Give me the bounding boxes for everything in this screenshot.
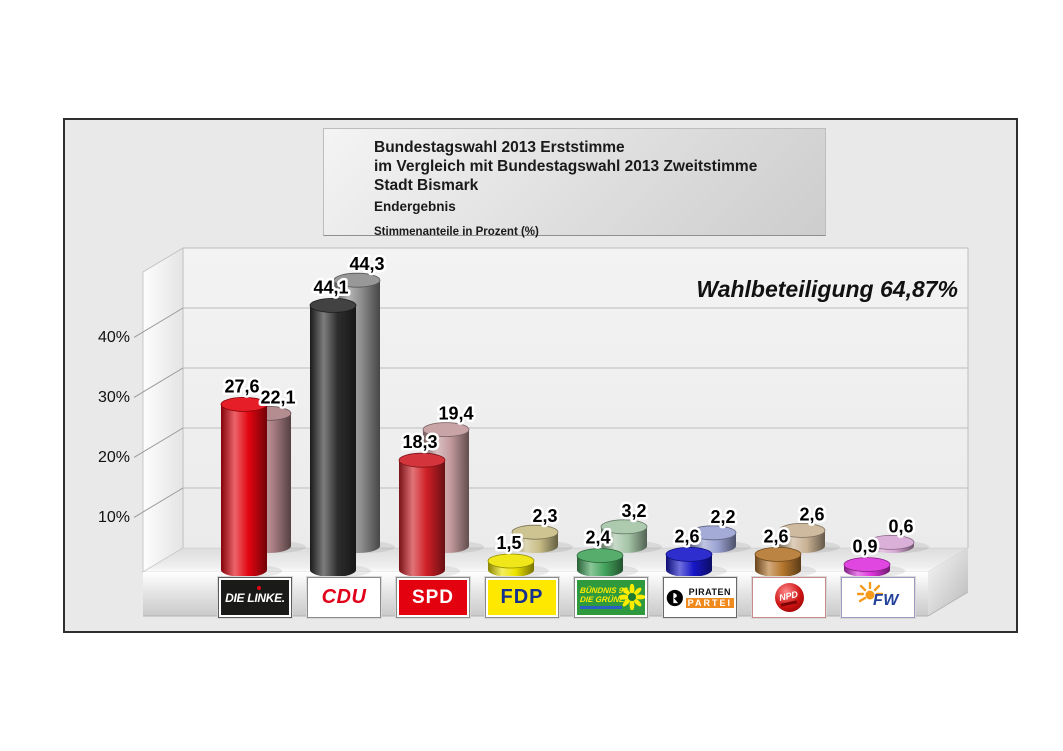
bar-value-label: 3,2: [621, 501, 646, 521]
piraten-logo-face: PIRATEN PARTEI: [666, 580, 734, 615]
bar-erststimme-npd: [754, 547, 816, 577]
bar-erststimme-fw: [843, 557, 905, 577]
die-linke-red-dot-icon: [257, 586, 261, 590]
bar-zweitstimme-piratenpartei: [689, 525, 751, 553]
plinth-right-face: [928, 548, 968, 616]
bar-value-label: 2,4: [585, 528, 610, 548]
die-linke-wordmark: DIE LINKE.: [225, 590, 285, 605]
bar-value-label: 1,5: [496, 533, 521, 553]
bars: [220, 272, 929, 577]
bar-value-label: 19,4: [438, 404, 473, 424]
party-logo-fdp: FDP: [485, 577, 559, 618]
bar-value-label: 2,6: [763, 526, 788, 546]
party-logo-spd: SPD: [396, 577, 470, 618]
bar-erststimme-cdu: [309, 297, 371, 577]
bar-erststimme-piratenpartei: [665, 547, 727, 577]
bar-value-label: 2,6: [674, 526, 699, 546]
title-line-3: Stadt Bismark: [374, 177, 479, 194]
bar-erststimme-die-linke: [220, 396, 282, 577]
piraten-wordmark-line2: PARTEI: [685, 598, 734, 608]
gruene-logo-face: BÜNDNIS 90 DIE GRÜNEN: [577, 580, 645, 615]
party-logo-die-linke: DIE LINKE.: [218, 577, 292, 618]
bar-erststimme-spd: [398, 452, 460, 577]
title-line-5: Stimmenanteile in Prozent (%): [374, 226, 539, 238]
turnout-annotation: Wahlbeteiligung 64,87%: [696, 276, 958, 302]
bar-zweitstimme-fw: [867, 535, 929, 553]
fdp-wordmark: FDP: [500, 586, 544, 608]
y-tick-label: 30%: [98, 389, 130, 406]
bar-value-label: 18,3: [402, 432, 437, 452]
bar-value-label: 27,6: [224, 376, 259, 396]
spd-wordmark: SPD: [411, 586, 455, 608]
bar-erststimme-b-ndnis-90-die-gr-nen: [576, 548, 638, 577]
y-axis-labels: 10% 20% 30% 40%: [98, 329, 130, 526]
party-logo-npd: NPD: [752, 577, 826, 618]
plot-left-wall: [142, 247, 184, 573]
bar-zweitstimme-b-ndnis-90-die-gr-nen: [600, 519, 662, 553]
spd-logo-face: SPD: [399, 580, 467, 615]
fw-wordmark: FW: [873, 592, 899, 609]
y-tick-label: 40%: [98, 329, 130, 346]
bar-value-label: 44,3: [349, 254, 384, 274]
piraten-wordmark-line1: PIRATEN: [688, 587, 731, 597]
bar-value-label: 2,2: [710, 507, 735, 527]
cdu-wordmark: CDU: [321, 586, 367, 608]
plinth-corner-edge: [927, 591, 969, 617]
bar-value-label: 44,1: [313, 277, 348, 297]
value-labels: 27,622,1 44,144,3 18,319,4 1,5 2,3 2,4 3,2 2,6 2…: [222, 252, 916, 559]
title-line-1: Bundestagswahl 2013 Erststimme: [374, 139, 625, 156]
y-tick-label: 10%: [98, 509, 130, 526]
sunflower-icon: [619, 584, 645, 610]
y-axis-ticks: [133, 307, 184, 518]
bar-value-label: 22,1: [260, 387, 295, 407]
y-tick-label: 20%: [98, 449, 130, 466]
chart-title-box: Bundestagswahl 2013 Erststimme im Vergle…: [323, 128, 826, 238]
title-line-4: Endergebnis: [374, 199, 456, 214]
fw-sun-icon: [857, 582, 883, 603]
fw-logo-face: FW: [844, 580, 912, 615]
party-logo-piraten: PIRATEN PARTEI: [663, 577, 737, 618]
die-linke-logo-face: DIE LINKE.: [221, 580, 289, 615]
party-logo-fw: FW: [841, 577, 915, 618]
bar-value-label: 2,6: [799, 504, 824, 524]
party-logo-gruene: BÜNDNIS 90 DIE GRÜNEN: [574, 577, 648, 618]
title-line-2: im Vergleich mit Bundestagswahl 2013 Zwe…: [374, 158, 758, 175]
bar-zweitstimme-npd: [778, 523, 840, 553]
cdu-logo-face: CDU: [310, 580, 378, 615]
gruene-blue-bar: [580, 606, 622, 609]
bar-erststimme-fdp: [487, 553, 549, 577]
bar-value-label: 0,9: [852, 537, 877, 557]
bar-value-label: 0,6: [888, 516, 913, 536]
npd-logo-face: NPD: [755, 580, 823, 615]
npd-ball-icon: NPD: [774, 583, 804, 612]
bar-value-label: 2,3: [532, 506, 557, 526]
bar-zweitstimme-fdp: [511, 524, 573, 553]
fdp-logo-face: FDP: [488, 580, 556, 615]
pirate-sail-icon: [666, 589, 683, 606]
party-logo-cdu: CDU: [307, 577, 381, 618]
